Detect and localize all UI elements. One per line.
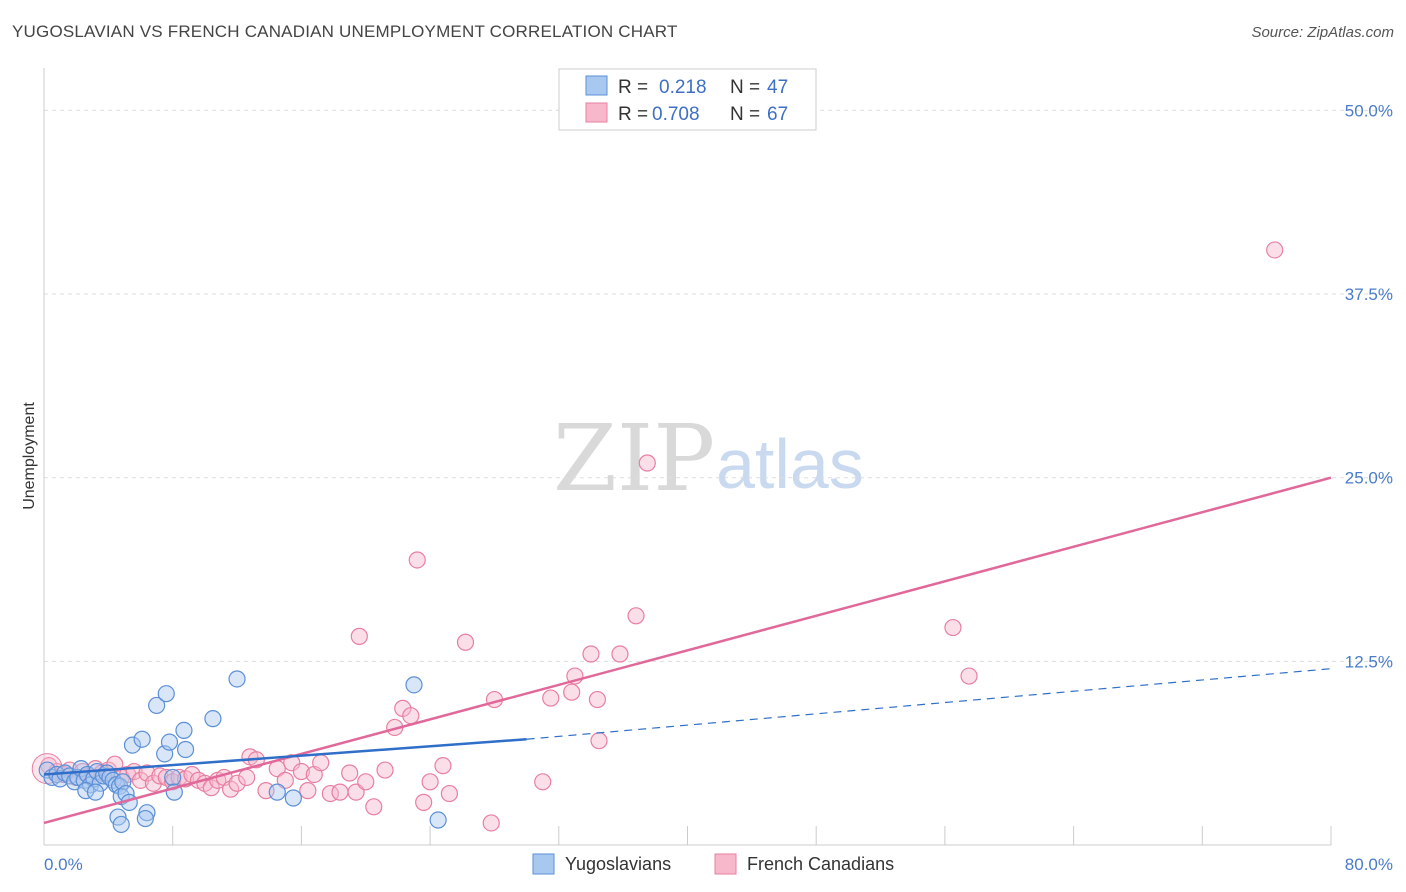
french-canadian-point-72	[1266, 241, 1284, 259]
legend-r-value-2: 0.708	[652, 104, 700, 125]
french-canadian-point-52	[408, 551, 426, 569]
legend-n-value-1: 47	[767, 77, 788, 98]
french-canadian-point-66	[627, 607, 645, 625]
french-canadian-point-48	[376, 761, 394, 779]
y-tick-label-1: 25.0%	[1345, 469, 1393, 488]
french-canadian-point-45	[350, 627, 368, 645]
yugoslavian-point-29	[138, 804, 156, 822]
legend-r-label-1: R =	[618, 77, 648, 98]
french-canadian-point-15	[138, 764, 156, 782]
yugoslavian-point-31	[123, 736, 142, 754]
trend-lines	[43, 476, 1332, 825]
french-canadian-point-65	[590, 732, 608, 750]
legend-n-label-2: N =	[730, 104, 760, 125]
yugoslavian-point-36	[160, 733, 179, 751]
french-canadian-point-64	[588, 690, 607, 709]
yugoslavian-point-30	[136, 809, 154, 828]
french-canadian-point-46	[357, 773, 375, 791]
yugoslavian-point-32	[133, 730, 151, 748]
watermark-atlas: atlas	[716, 425, 864, 503]
legend-n-value-2: 67	[767, 104, 788, 125]
french-canadians-points	[31, 241, 1284, 832]
yugoslavian-point-39	[175, 721, 193, 740]
y-tick-labels: 12.5% 25.0% 37.5% 50.0%	[1345, 101, 1393, 671]
yugoslavian-point-34	[157, 685, 175, 703]
yugoslavian-point-15	[94, 767, 113, 785]
gridlines	[44, 109, 1394, 662]
french-canadian-point-30	[238, 768, 256, 787]
french-canadian-point-29	[228, 774, 246, 792]
french-canadian-point-71	[960, 667, 978, 685]
yugoslavian-point-37	[164, 768, 182, 787]
french-canadian-point-53	[415, 793, 433, 811]
french-canadian-point-40	[312, 754, 330, 772]
french-canadian-point-56	[440, 784, 459, 803]
french-canadian-point-35	[276, 771, 294, 789]
french-canadian-point-51	[402, 707, 420, 725]
yugoslavian-point-23	[86, 783, 105, 801]
yugoslavian-point-44	[284, 789, 302, 807]
french-canadian-point-38	[299, 782, 317, 800]
french-canadian-point-62	[563, 683, 581, 701]
french-canadian-point-58	[482, 814, 500, 832]
legend-r-value-1: 0.218	[659, 77, 707, 98]
yugoslavian-point-40	[176, 740, 195, 759]
legend-swatch-french-canadians	[585, 102, 608, 123]
french-canadian-point-60	[534, 773, 552, 791]
stats-legend: R = 0.218 N = 47 R = 0.708 N = 67	[558, 68, 817, 131]
yugoslavian-point-46	[429, 811, 447, 829]
yugoslavians-points	[38, 670, 447, 834]
y-tick-label-2: 37.5%	[1345, 285, 1393, 304]
french-canadian-point-67	[582, 645, 600, 663]
french-canadian-point-68	[611, 645, 629, 663]
french-canadian-point-61	[542, 689, 560, 707]
chart-title: YUGOSLAVIAN VS FRENCH CANADIAN UNEMPLOYM…	[12, 22, 678, 41]
watermark-zip: ZIP	[553, 405, 715, 512]
bottom-swatch-yugoslavians	[532, 853, 555, 875]
yugoslavian-point-33	[148, 696, 166, 715]
french-canadian-point-69	[638, 454, 656, 472]
french-canadian-point-70	[944, 618, 962, 637]
french-canadian-point-55	[434, 757, 452, 775]
french-canadian-point-43	[341, 764, 359, 782]
french-canadian-point-57	[456, 633, 475, 651]
y-axis-title: Unemployment	[21, 402, 38, 510]
yugoslavians-trend-line	[43, 737, 527, 776]
x-tick-label-min: 0.0%	[44, 855, 83, 874]
series-legend: Yugoslavians French Canadians	[532, 853, 894, 875]
yugoslavian-point-28	[112, 815, 130, 834]
legend-n-label-1: N =	[730, 77, 760, 98]
legend-swatch-yugoslavians	[585, 75, 608, 96]
legend-r-label-2: R =	[618, 104, 648, 125]
french-canadian-point-54	[421, 773, 439, 791]
french-canadian-point-28	[222, 780, 240, 798]
yugoslavian-point-42	[228, 670, 246, 688]
bottom-legend-french-canadians: French Canadians	[747, 854, 894, 874]
french-canadian-point-37	[292, 762, 310, 781]
yugoslavian-point-41	[204, 710, 222, 728]
x-tick-label-max: 80.0%	[1345, 855, 1393, 874]
x-ticks	[172, 826, 1332, 845]
bottom-legend-yugoslavians: Yugoslavians	[565, 854, 671, 874]
y-tick-label-0: 12.5%	[1345, 652, 1393, 671]
yugoslavian-point-45	[405, 676, 423, 694]
french-canadians-trend-line	[43, 476, 1332, 825]
source-label: Source: ZipAtlas.com	[1251, 24, 1394, 41]
yugoslavian-point-43	[268, 783, 286, 801]
bottom-swatch-french-canadians	[714, 853, 737, 875]
french-canadian-point-42	[331, 783, 349, 801]
french-canadian-point-47	[365, 798, 383, 816]
y-tick-label-3: 50.0%	[1345, 101, 1393, 120]
yugoslavians-trend-extension	[526, 668, 1332, 740]
